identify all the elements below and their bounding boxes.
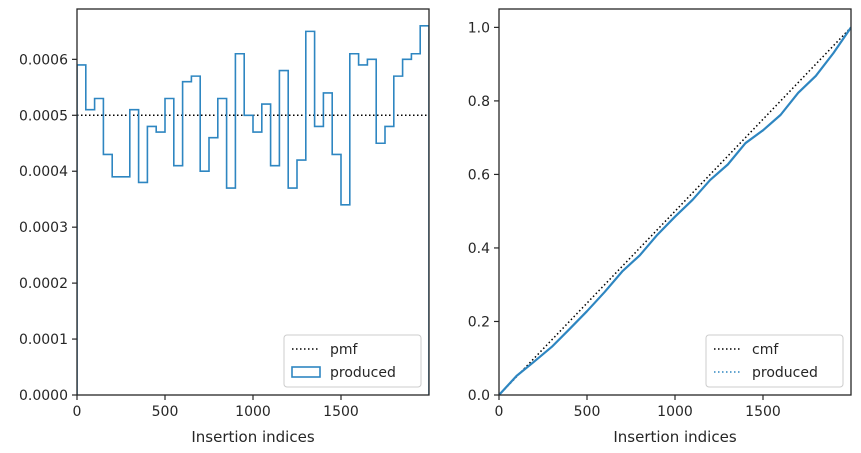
plot-area [77,24,429,395]
legend-label-pmf: pmf [330,342,359,358]
x-tick-label: 500 [574,404,601,420]
series-cmf-line [499,26,851,395]
y-tick-label: 0.0004 [19,164,68,180]
series-produced-steps [77,24,429,395]
x-axis-label: Insertion indices [613,428,736,446]
cmf-line-panel: 0 500 1000 1500 0.0 0.2 0.4 0.6 0.8 1.0 Insertion … [468,8,852,446]
axes-frame [498,8,852,396]
pmf-histogram-panel: 0 500 1000 1500 0.0000 0.0001 0.0002 0.0003 0.00… [19,8,430,446]
x-tick-label: 500 [152,404,179,420]
x-tick-label: 1000 [235,404,271,420]
legend-box [283,334,422,388]
legend-swatch-produced [291,366,321,378]
x-axis-label: Insertion indices [191,428,314,446]
x-tick-label: 0 [73,404,82,420]
axes-frame [76,8,430,396]
y-tick-label: 0.6 [468,167,490,183]
legend-label-cmf: cmf [752,342,779,358]
y-tick-label: 0.4 [468,241,490,257]
y-tick-label: 0.0005 [19,108,68,124]
y-tick-label: 0.2 [468,314,490,330]
series-produced-line [499,26,851,395]
legend-label-produced: produced [752,365,818,381]
y-tick-label: 0.0003 [19,220,68,236]
y-tick-label: 0.0002 [19,276,68,292]
x-tick-label: 0 [495,404,504,420]
x-tick-label: 1500 [323,404,359,420]
y-tick-label: 0.0000 [19,388,68,404]
y-tick-label: 1.0 [468,20,490,36]
y-tick-label: 0.0001 [19,332,68,348]
x-tick-label: 1500 [745,404,781,420]
legend-label-produced: produced [330,365,396,381]
legend-box [705,334,844,388]
y-tick-label: 0.0 [468,388,490,404]
plot-area [499,26,851,395]
y-tick-label: 0.8 [468,94,490,110]
y-tick-label: 0.0006 [19,52,68,68]
x-tick-label: 1000 [657,404,693,420]
